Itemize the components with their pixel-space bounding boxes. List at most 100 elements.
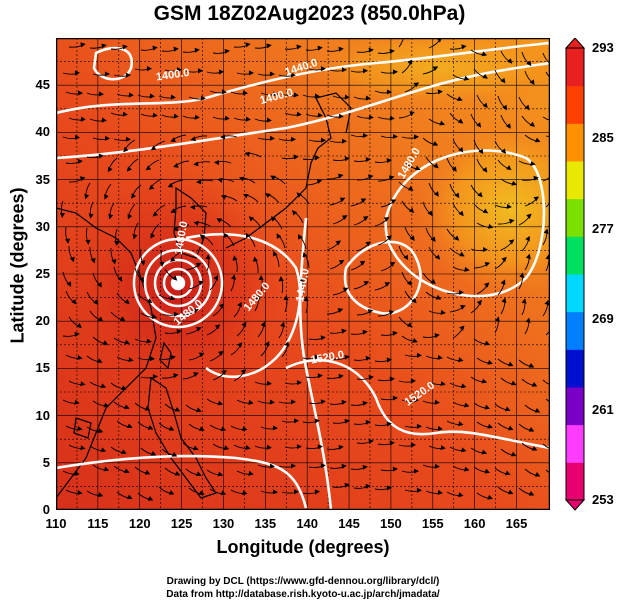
- streamline-arrowhead: [125, 72, 132, 78]
- streamline-arrowhead: [344, 418, 350, 424]
- x-tick-label: 130: [212, 516, 235, 531]
- streamline-arrowhead: [509, 218, 515, 224]
- streamline-arrowhead: [386, 158, 392, 164]
- streamline-arrowhead: [124, 404, 130, 410]
- streamline-arrowhead: [460, 304, 466, 310]
- streamline-arrowhead: [344, 156, 350, 162]
- streamline-arrowhead: [196, 407, 202, 413]
- streamline-arrowhead: [477, 191, 483, 198]
- streamline-arrowhead: [242, 90, 248, 96]
- streamline-arrowhead: [244, 151, 250, 157]
- coastlines: [56, 92, 352, 499]
- streamline-arrowhead: [197, 68, 203, 74]
- streamline-arrowhead: [98, 153, 104, 159]
- streamline-arrowhead: [464, 266, 470, 272]
- streamline-arrowhead: [531, 445, 538, 451]
- streamline-arrowhead: [386, 235, 393, 241]
- streamline-arrowhead: [507, 361, 514, 367]
- streamline-arrowhead: [199, 234, 206, 240]
- streamline-arrowhead: [266, 117, 272, 123]
- typhoon-eye: [170, 275, 186, 291]
- streamline-arrowhead: [151, 314, 158, 319]
- streamline-arrowhead: [170, 94, 176, 100]
- streamline-arrowhead: [412, 337, 418, 343]
- typhoon-ring-outer: [132, 237, 224, 329]
- streamline-arrowhead: [149, 93, 155, 99]
- streamline-arrowhead: [199, 490, 205, 496]
- contour-1520-south: [56, 454, 308, 509]
- streamline-arrowhead: [392, 395, 399, 401]
- streamline-arrowhead: [84, 193, 90, 200]
- streamline-arrowhead: [528, 490, 535, 496]
- typhoon-ring-4: [162, 267, 194, 299]
- streamline-arrowhead: [362, 132, 369, 139]
- streamline-arrowhead: [459, 325, 465, 331]
- streamline-arrowhead: [174, 406, 181, 412]
- streamline-arrowhead: [290, 72, 297, 78]
- streamline-arrowhead: [502, 104, 508, 111]
- streamline-arrowhead: [413, 468, 419, 474]
- streamline-arrowhead: [338, 444, 344, 450]
- streamline-arrowhead: [214, 324, 221, 330]
- streamline-arrowhead: [170, 354, 176, 360]
- streamline-arrowhead: [269, 135, 275, 141]
- streamline-arrowhead: [240, 369, 247, 375]
- streamline-arrowhead: [534, 137, 541, 143]
- streamline-arrowhead: [430, 278, 436, 285]
- streamline-arrowhead: [218, 69, 224, 75]
- streamline-arrowhead: [149, 356, 155, 362]
- streamline-arrowhead: [338, 373, 344, 379]
- colorbar-segment: [566, 85, 584, 124]
- streamline-arrowhead: [434, 333, 440, 339]
- streamline-arrowhead: [416, 423, 422, 429]
- streamline-arrowhead: [506, 165, 512, 171]
- streamline-arrowhead: [97, 358, 103, 364]
- streamline-arrowhead: [170, 208, 176, 214]
- streamline-arrowhead: [266, 380, 272, 386]
- streamline-arrowhead: [510, 380, 517, 386]
- x-tick-label: 135: [254, 516, 277, 531]
- map-border: [56, 38, 550, 510]
- streamline-arrowhead: [278, 276, 284, 282]
- streamline-arrowhead: [284, 341, 289, 347]
- streamline-arrowhead: [152, 374, 158, 380]
- streamline-arrowhead: [150, 233, 156, 239]
- streamline: [545, 135, 550, 138]
- colorbar-top-arrow: [564, 38, 586, 49]
- streamline-arrowhead: [388, 310, 395, 316]
- streamline-arrowhead: [74, 399, 80, 405]
- streamline-arrowhead: [298, 234, 303, 240]
- streamline-arrowhead: [434, 463, 440, 469]
- streamline-arrowhead: [237, 342, 243, 348]
- streamline-arrowhead: [74, 331, 80, 337]
- streamline-arrowhead: [79, 176, 86, 182]
- streamline-arrowhead: [463, 402, 470, 408]
- streamline-arrowhead: [223, 232, 229, 239]
- streamline-arrowhead: [500, 279, 506, 286]
- streamline-arrowhead: [482, 73, 488, 79]
- colorbar-bottom-arrow: [564, 499, 586, 511]
- streamline-arrowhead: [521, 298, 527, 304]
- streamline-arrowhead: [296, 192, 302, 198]
- streamline-arrowhead: [507, 425, 514, 431]
- streamline-arrowhead: [389, 48, 395, 54]
- streamline-arrowhead: [102, 340, 109, 345]
- streamline-arrowhead: [341, 399, 347, 405]
- colorbar-segment: [566, 48, 584, 87]
- streamline-arrowhead: [338, 259, 345, 265]
- streamline-arrowhead: [66, 281, 72, 287]
- streamline-arrowhead: [193, 445, 199, 451]
- streamline-arrowhead: [528, 362, 535, 368]
- streamline-arrowhead: [416, 487, 422, 493]
- streamline-arrowhead: [533, 196, 540, 202]
- streamline-arrowhead: [386, 89, 393, 95]
- y-tick-label: 15: [35, 360, 50, 376]
- streamline-arrowhead: [487, 494, 493, 500]
- streamline-arrowhead: [341, 67, 347, 73]
- streamline-arrowhead: [290, 399, 297, 405]
- streamline-arrowhead: [232, 255, 238, 261]
- streamline-arrowhead: [152, 45, 158, 51]
- streamline-arrowhead: [196, 471, 202, 477]
- streamline-arrowhead: [384, 282, 391, 287]
- streamline-arrowhead: [463, 466, 470, 472]
